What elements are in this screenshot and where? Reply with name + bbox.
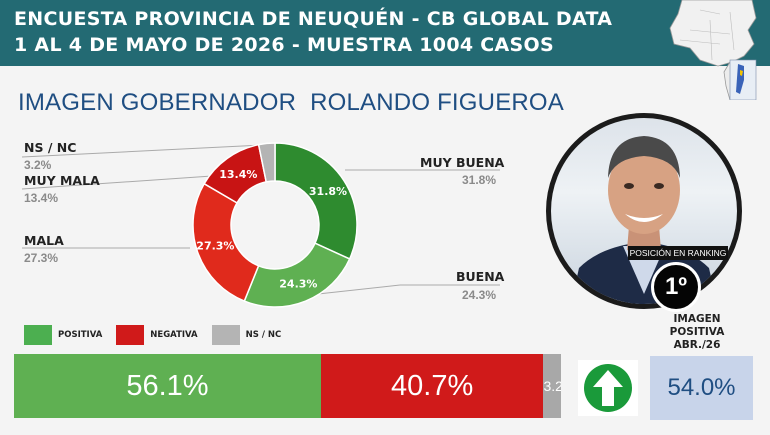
governor-photo	[546, 113, 742, 309]
title-part-2: ROLANDO FIGUEROA	[310, 89, 565, 116]
portrait-illustration	[571, 136, 717, 304]
legend-swatch-negativa	[116, 325, 145, 345]
summary-bar-segment-positiva: 56.1%	[14, 354, 321, 418]
label-buena: BUENA	[456, 269, 505, 284]
legend-label-negativa: NEGATIVA	[150, 330, 198, 340]
value-nsnc: 3.2%	[24, 158, 52, 172]
donut-data-label: 24.3%	[279, 278, 317, 291]
donut-data-label: 13.4%	[219, 168, 257, 181]
summary-bar-segment-negativa: 40.7%	[320, 354, 544, 418]
ranking-badge-label: POSICIÓN EN RANKING	[628, 246, 728, 260]
legend-swatch-positiva	[24, 325, 52, 345]
donut-data-label: 27.3%	[196, 239, 234, 252]
donut-slice-mala	[192, 182, 260, 303]
legend-label-positiva: POSITIVA	[58, 330, 103, 340]
ranking-caption-3: ABR./26	[673, 339, 721, 351]
value-muy-buena: 31.8%	[462, 173, 497, 187]
header-banner: ENCUESTA PROVINCIA DE NEUQUÉN - CB GLOBA…	[0, 0, 770, 66]
ranking-position: 1º	[651, 262, 701, 312]
label-muy-mala: MUY MALA	[24, 173, 100, 188]
ranking-caption: IMAGEN POSITIVA ABR./26	[652, 313, 742, 352]
donut-slice-muy-buena	[274, 142, 358, 260]
legend-item-negativa: NEGATIVA	[116, 325, 198, 345]
summary-stacked-bar: 56.1% 40.7% 3.2	[14, 354, 561, 418]
value-mala: 27.3%	[24, 251, 59, 265]
value-muy-mala: 13.4%	[24, 191, 59, 205]
title-part-1: IMAGEN GOBERNADOR	[18, 89, 297, 116]
value-buena: 24.3%	[462, 288, 497, 302]
legend-swatch-nsnc	[211, 325, 240, 345]
ranking-caption-1: IMAGEN	[673, 313, 721, 325]
donut-chart: 31.8% 24.3% 27.3% 13.4%	[192, 142, 358, 308]
page-title: IMAGEN GOBERNADOR ROLANDO FIGUEROA	[18, 89, 578, 117]
legend-label-nsnc: NS / NC	[245, 330, 282, 340]
legend: POSITIVA NEGATIVA NS / NC	[24, 325, 281, 345]
summary-bar-segment-ns-nc: 3.2	[543, 354, 561, 418]
donut-slice-ns-nc	[257, 142, 276, 183]
label-nsnc: NS / NC	[24, 140, 77, 155]
header-line-2: 1 AL 4 DE MAYO DE 2026 - MUESTRA 1004 CA…	[14, 34, 554, 56]
legend-item-positiva: POSITIVA	[24, 325, 102, 345]
ranking-caption-2: POSITIVA	[669, 326, 725, 338]
ranking-value: 54.0%	[650, 356, 753, 420]
label-muy-buena: MUY BUENA	[420, 155, 505, 170]
donut-slice-buena	[243, 242, 351, 308]
label-mala: MALA	[24, 233, 64, 248]
legend-item-nsnc: NS / NC	[211, 325, 282, 345]
header-line-1: ENCUESTA PROVINCIA DE NEUQUÉN - CB GLOBA…	[14, 8, 613, 30]
up-arrow-icon	[578, 360, 638, 416]
argentina-map-icon	[669, 0, 757, 100]
donut-data-label: 31.8%	[309, 185, 347, 198]
